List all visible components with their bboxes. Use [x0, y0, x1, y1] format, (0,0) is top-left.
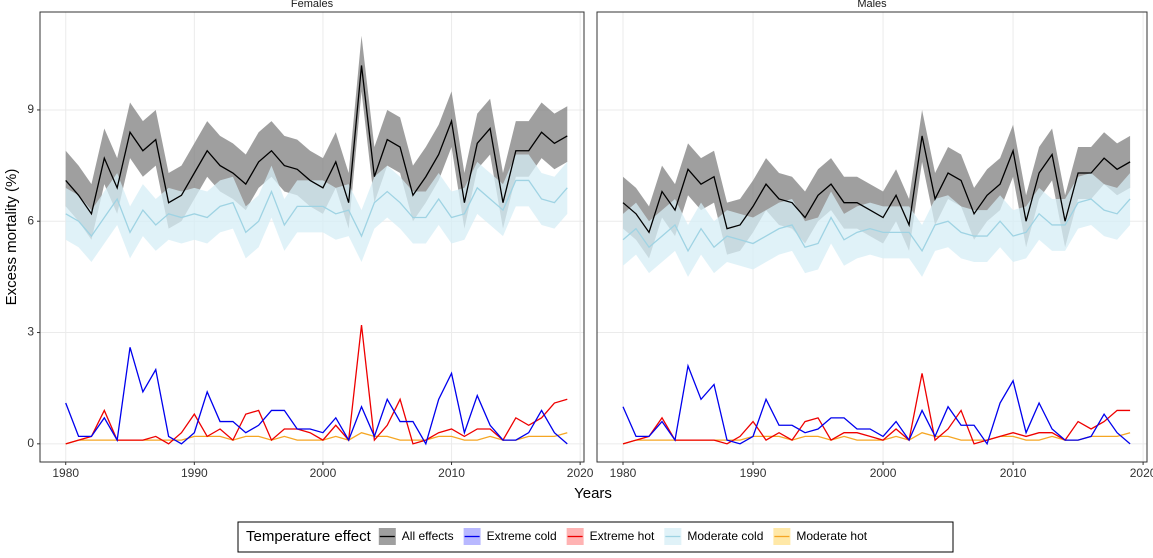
series-line: [65, 65, 568, 216]
panel-title: Males: [857, 0, 887, 10]
legend-label: Moderate cold: [687, 529, 763, 543]
x-tick-label: 2020: [1130, 466, 1153, 480]
legend-label: Extreme cold: [487, 529, 557, 543]
legend-label: Moderate hot: [796, 529, 867, 543]
y-tick-label: 9: [27, 102, 34, 116]
legend-label: Extreme hot: [590, 529, 655, 543]
ci-band: [65, 154, 568, 263]
series-line: [65, 431, 568, 445]
series-line: [65, 179, 568, 238]
series-line: [65, 325, 568, 445]
series-line: [65, 347, 568, 446]
x-tick-label: 2010: [1000, 466, 1027, 480]
x-tick-label: 2020: [567, 466, 594, 480]
y-tick-label: 6: [27, 213, 34, 227]
legend-title: Temperature effect: [246, 528, 372, 545]
panel-border: [39, 11, 585, 463]
x-tick-label: 1980: [610, 466, 637, 480]
x-tick-label: 2000: [870, 466, 897, 480]
x-tick-label: 2010: [438, 466, 465, 480]
x-tick-label: 1990: [740, 466, 767, 480]
legend-box: [237, 521, 954, 553]
series-line: [622, 198, 1131, 253]
y-axis-label: Excess mortality (%): [3, 169, 20, 306]
x-tick-label: 2000: [310, 466, 337, 480]
ci-band: [623, 173, 1131, 277]
series-line: [622, 373, 1131, 445]
x-axis-label: Years: [574, 485, 612, 502]
y-tick-label: 0: [27, 436, 34, 450]
legend-label: All effects: [402, 529, 454, 543]
x-tick-label: 1990: [181, 466, 208, 480]
x-tick-label: 1980: [52, 466, 79, 480]
panel-border: [596, 11, 1148, 463]
panel: [40, 12, 584, 462]
series-line: [622, 363, 1131, 446]
panel-title: Females: [291, 0, 334, 10]
series-line: [622, 135, 1131, 234]
y-tick-label: 3: [27, 325, 34, 339]
